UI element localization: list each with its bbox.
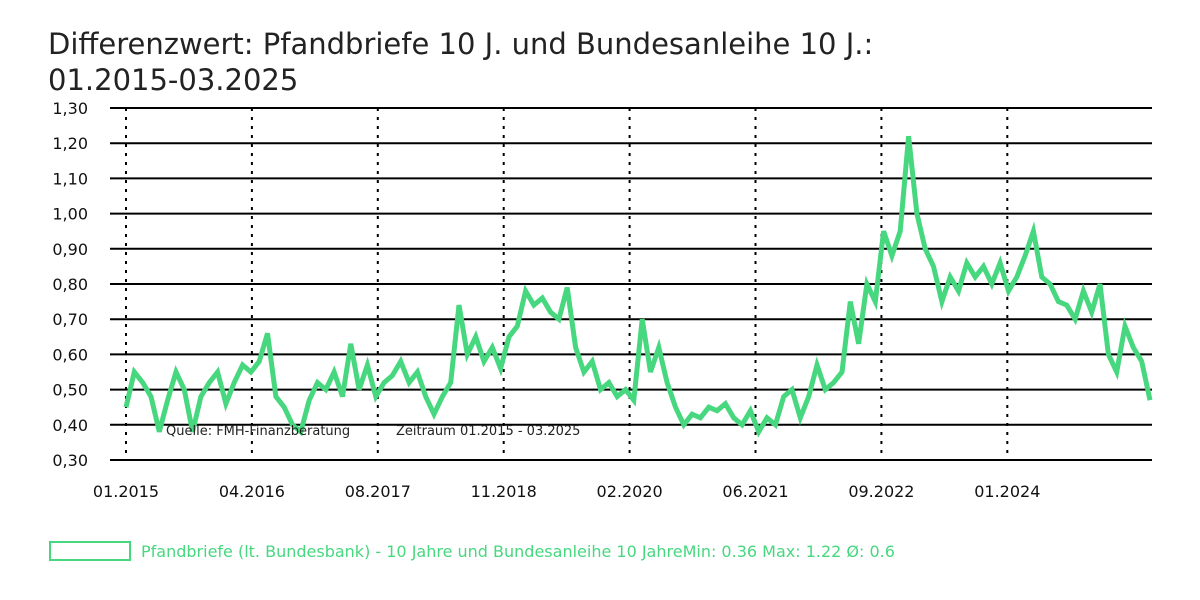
x-tick-label: 01.2015 [93,482,159,501]
source-note: Quelle: FMH-Finanzberatung [166,424,350,439]
series-line [123,135,1153,438]
chart-title: Differenzwert: Pfandbriefe 10 J. und Bun… [48,27,874,97]
legend-label: Pfandbriefe (lt. Bundesbank) - 10 Jahre … [141,541,895,561]
legend: Pfandbriefe (lt. Bundesbank) - 10 Jahre … [49,541,895,561]
x-tick-label: 06.2021 [722,482,788,501]
y-tick-label: 0,60 [52,345,88,364]
y-tick-label: 1,30 [52,99,88,118]
y-tick-label: 0,70 [52,310,88,329]
x-tick-label: 11.2018 [471,482,537,501]
y-tick-label: 1,20 [52,134,88,153]
x-tick-label: 08.2017 [345,482,411,501]
x-tick-label: 02.2020 [597,482,663,501]
y-tick-label: 0,50 [52,381,88,400]
period-note: Zeitraum 01.2015 - 03.2025 [396,424,580,439]
y-tick-label: 0,80 [52,275,88,294]
y-tick-label: 1,10 [52,169,88,188]
x-tick-label: 01.2024 [974,482,1040,501]
legend-swatch [49,541,131,561]
y-tick-label: 0,90 [52,240,88,259]
x-tick-label: 09.2022 [848,482,914,501]
y-tick-label: 1,00 [52,205,88,224]
x-tick-label: 04.2016 [219,482,285,501]
y-tick-label: 0,40 [52,416,88,435]
y-tick-label: 0,30 [52,451,88,470]
